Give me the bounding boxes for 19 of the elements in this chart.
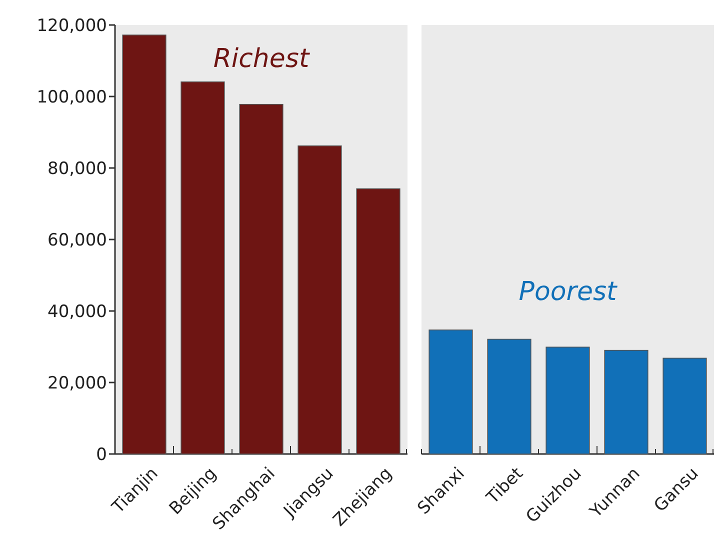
bar <box>298 145 342 454</box>
bar <box>662 358 707 454</box>
y-tick-label: 60,000 <box>48 230 107 250</box>
bar <box>122 34 166 454</box>
y-tick-label: 100,000 <box>36 87 107 108</box>
bar <box>428 330 473 454</box>
y-tick-label: 0 <box>96 444 107 465</box>
y-tick-label: 80,000 <box>48 158 107 179</box>
y-tick-label: 40,000 <box>48 302 107 322</box>
y-tick-label: 120,000 <box>36 16 107 36</box>
y-tick-label: 20,000 <box>48 373 107 394</box>
bar <box>239 104 284 454</box>
series-label: Richest <box>213 44 310 74</box>
bar <box>356 188 400 454</box>
series-label: Poorest <box>518 276 618 307</box>
bar <box>546 346 590 454</box>
bar <box>604 350 648 454</box>
bar <box>487 338 532 454</box>
bar <box>180 81 225 454</box>
